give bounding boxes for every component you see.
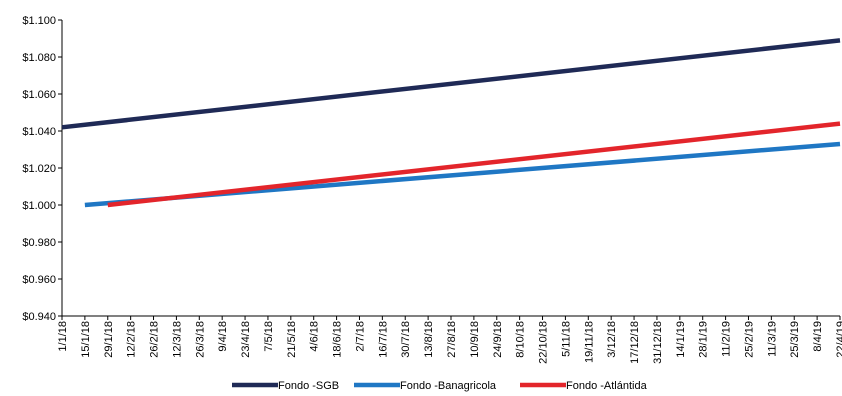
series-line-1	[61, 38, 841, 130]
x-tick-label: 4/6/18	[309, 321, 321, 352]
x-tick-label: 12/2/18	[126, 321, 138, 358]
x-tick-label: 26/3/18	[194, 321, 206, 358]
y-tick-label: $1.100	[22, 15, 56, 27]
x-tick-label: 21/5/18	[286, 321, 298, 358]
x-tick-label: 26/2/18	[149, 321, 161, 358]
x-tick-label: 9/4/18	[217, 321, 229, 352]
y-tick-label: $0.980	[22, 237, 56, 249]
x-tick-label: 29/1/18	[103, 321, 115, 358]
y-tick-label: $0.960	[22, 274, 56, 286]
x-tick-label: 2/7/18	[354, 321, 366, 352]
x-tick-label: 30/7/18	[400, 321, 412, 358]
y-tick-label: $0.940	[22, 311, 56, 323]
y-tick-label: $1.020	[22, 163, 56, 175]
x-tick-label: 22/4/19	[835, 321, 842, 358]
y-tick-label: $1.060	[22, 89, 56, 101]
x-tick-label: 5/11/18	[560, 321, 572, 357]
x-tick-label: 15/1/18	[80, 321, 92, 358]
series-line-3	[107, 121, 841, 208]
x-tick-label: 22/10/18	[538, 321, 550, 364]
legend-label-3: Fondo -Atlántida	[566, 380, 648, 392]
legend-label-2: Fondo -Banagricola	[400, 380, 497, 392]
legend: Fondo -SGB Fondo -Banagricola Fondo -Atlán…	[232, 380, 648, 392]
x-tick-label: 23/4/18	[240, 321, 252, 358]
x-tick-label: 18/6/18	[332, 321, 344, 358]
y-tick-label: $1.040	[22, 126, 56, 138]
x-tick-label: 11/3/19	[766, 321, 778, 357]
x-tick-label: 7/5/18	[263, 321, 275, 352]
y-tick-label: $1.080	[22, 52, 56, 64]
legend-label-1: Fondo -SGB	[278, 380, 339, 392]
x-tick-label: 16/7/18	[377, 321, 389, 358]
x-tick-label: 12/3/18	[171, 321, 183, 358]
x-tick-label: 31/12/18	[652, 321, 664, 364]
x-tick-label: 24/9/18	[492, 321, 504, 358]
x-tick-label: 11/2/19	[721, 321, 733, 357]
x-tick-label: 19/11/18	[583, 321, 595, 363]
x-tick-label: 25/3/19	[789, 321, 801, 358]
x-tick-label: 10/9/18	[469, 321, 481, 358]
x-tick-label: 8/4/19	[812, 321, 824, 352]
x-tick-label: 1/1/18	[57, 321, 69, 352]
series-lines	[61, 38, 841, 208]
x-tick-label: 25/2/19	[743, 321, 755, 358]
x-tick-label: 13/8/18	[423, 321, 435, 358]
y-tick-label: $1.000	[22, 200, 56, 212]
x-axis: 1/1/18 15/1/18 29/1/18 12/2/18 26/2/18 12/3/1…	[57, 315, 842, 364]
y-axis: $0.940 $0.960 $0.980 $1.000 $1.020 $1.040 $1.0…	[22, 15, 63, 323]
x-tick-label: 14/1/19	[675, 321, 687, 358]
x-tick-label: 28/1/19	[698, 321, 710, 358]
x-tick-label: 17/12/18	[629, 321, 641, 364]
x-tick-label: 3/12/18	[606, 321, 618, 358]
x-tick-label: 27/8/18	[446, 321, 458, 358]
x-tick-label: 8/10/18	[515, 321, 527, 358]
